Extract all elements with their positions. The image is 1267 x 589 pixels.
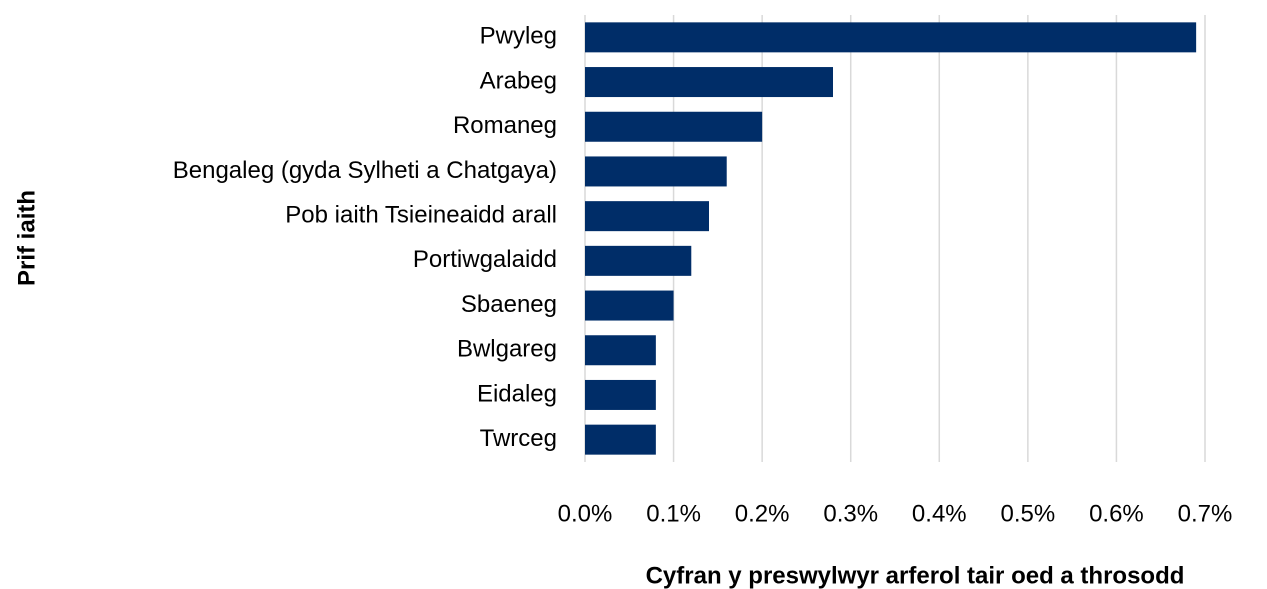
x-tick-label: 0.7% bbox=[1178, 500, 1233, 527]
y-tick-label: Bwlgareg bbox=[457, 336, 557, 363]
bar bbox=[585, 245, 692, 276]
y-tick-label: Romaneg bbox=[453, 112, 557, 139]
bar bbox=[585, 201, 709, 232]
y-tick-label: Twrceg bbox=[480, 425, 557, 452]
y-tick-label: Pob iaith Tsieineaidd arall bbox=[285, 201, 557, 228]
x-tick-label: 0.4% bbox=[912, 500, 967, 527]
x-tick-label: 0.6% bbox=[1089, 500, 1144, 527]
x-tick-label: 0.0% bbox=[558, 500, 613, 527]
x-tick-label: 0.5% bbox=[1001, 500, 1056, 527]
y-tick-label: Arabeg bbox=[480, 67, 557, 94]
bar bbox=[585, 424, 656, 455]
x-axis-title: Cyfran y preswylwyr arferol tair oed a t… bbox=[646, 562, 1185, 589]
y-tick-label: Eidaleg bbox=[477, 380, 557, 407]
y-tick-label: Bengaleg (gyda Sylheti a Chatgaya) bbox=[173, 157, 557, 184]
y-tick-label: Portiwgalaidd bbox=[413, 246, 557, 273]
bar bbox=[585, 379, 656, 410]
x-tick-label: 0.2% bbox=[735, 500, 790, 527]
y-tick-label: Sbaeneg bbox=[461, 291, 557, 318]
y-tick-label: Pwyleg bbox=[480, 23, 557, 50]
bar bbox=[585, 156, 727, 187]
bar bbox=[585, 290, 674, 321]
bar bbox=[585, 67, 833, 98]
x-tick-label: 0.3% bbox=[823, 500, 878, 527]
bar bbox=[585, 111, 763, 142]
x-tick-label: 0.1% bbox=[646, 500, 701, 527]
y-axis-title: Prif iaith bbox=[13, 190, 40, 286]
bar bbox=[585, 22, 1197, 53]
bar bbox=[585, 335, 656, 366]
